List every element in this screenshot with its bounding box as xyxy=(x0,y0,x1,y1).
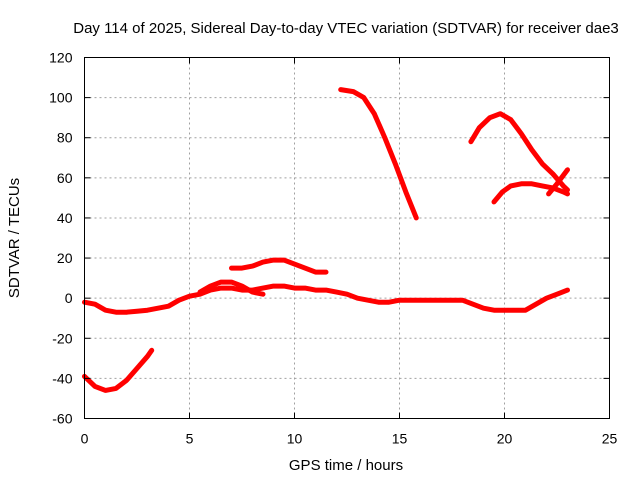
chart-title: Day 114 of 2025, Sidereal Day-to-day VTE… xyxy=(73,20,619,37)
series-arc4 xyxy=(229,257,329,275)
y-tick-label: 80 xyxy=(57,130,73,146)
y-tick-label: -40 xyxy=(52,370,72,386)
series-arc7 xyxy=(491,181,570,205)
x-tick-label: 5 xyxy=(186,431,194,447)
y-tick-label: 60 xyxy=(57,170,73,186)
x-tick-label: 25 xyxy=(602,431,618,447)
series-arc1 xyxy=(82,283,570,315)
series-arc8 xyxy=(546,167,570,197)
series-arc5 xyxy=(338,87,419,221)
x-axis-label: GPS time / hours xyxy=(289,457,403,474)
y-axis-label: SDTVAR / TECUs xyxy=(6,178,23,298)
series-arc2 xyxy=(82,347,155,393)
series-arc3 xyxy=(197,279,266,297)
y-tick-label: 20 xyxy=(57,250,73,266)
y-tick-label: 100 xyxy=(49,90,73,106)
y-tick-label: 120 xyxy=(49,50,73,66)
x-tick-label: 20 xyxy=(497,431,513,447)
y-tick-label: -20 xyxy=(52,330,72,346)
x-tick-label: 15 xyxy=(392,431,408,447)
x-tick-label: 10 xyxy=(287,431,303,447)
plot-frame xyxy=(84,57,610,419)
series-layer xyxy=(82,87,570,393)
tick-layer: -60 -40 -20 0 20 40 60 80 100 120 0 5 10 15 20 25 xyxy=(49,50,617,447)
x-tick-label: 0 xyxy=(81,431,89,447)
series-arc6 xyxy=(468,111,570,193)
y-tick-label: 0 xyxy=(65,290,73,306)
y-tick-label: -60 xyxy=(52,411,72,427)
y-tick-label: 40 xyxy=(57,210,73,226)
